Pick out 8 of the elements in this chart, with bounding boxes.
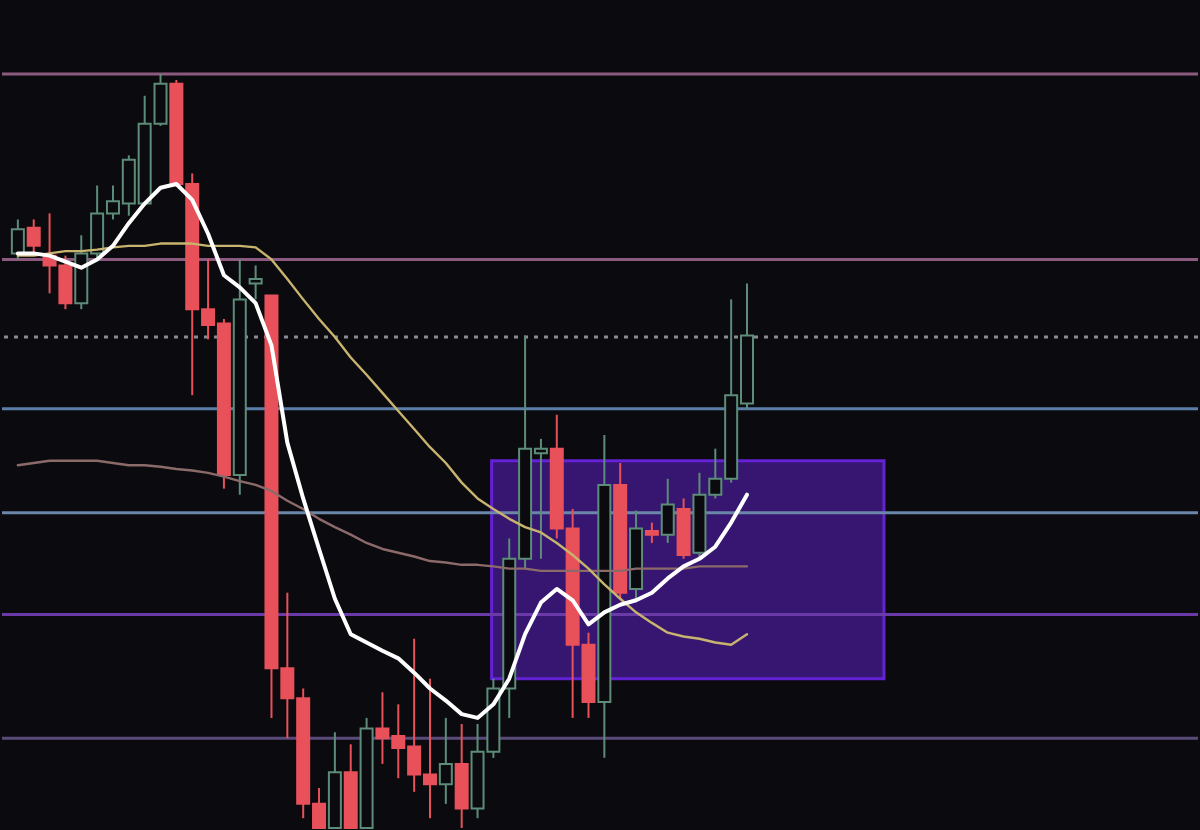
- candlestick: [248, 264, 263, 301]
- candlestick: [438, 716, 453, 805]
- candlestick: [660, 477, 675, 544]
- candlestick: [26, 218, 41, 255]
- candlestick: [676, 497, 691, 560]
- candlestick: [10, 218, 25, 261]
- candlestick: [454, 722, 469, 829]
- candlestick: [644, 521, 659, 544]
